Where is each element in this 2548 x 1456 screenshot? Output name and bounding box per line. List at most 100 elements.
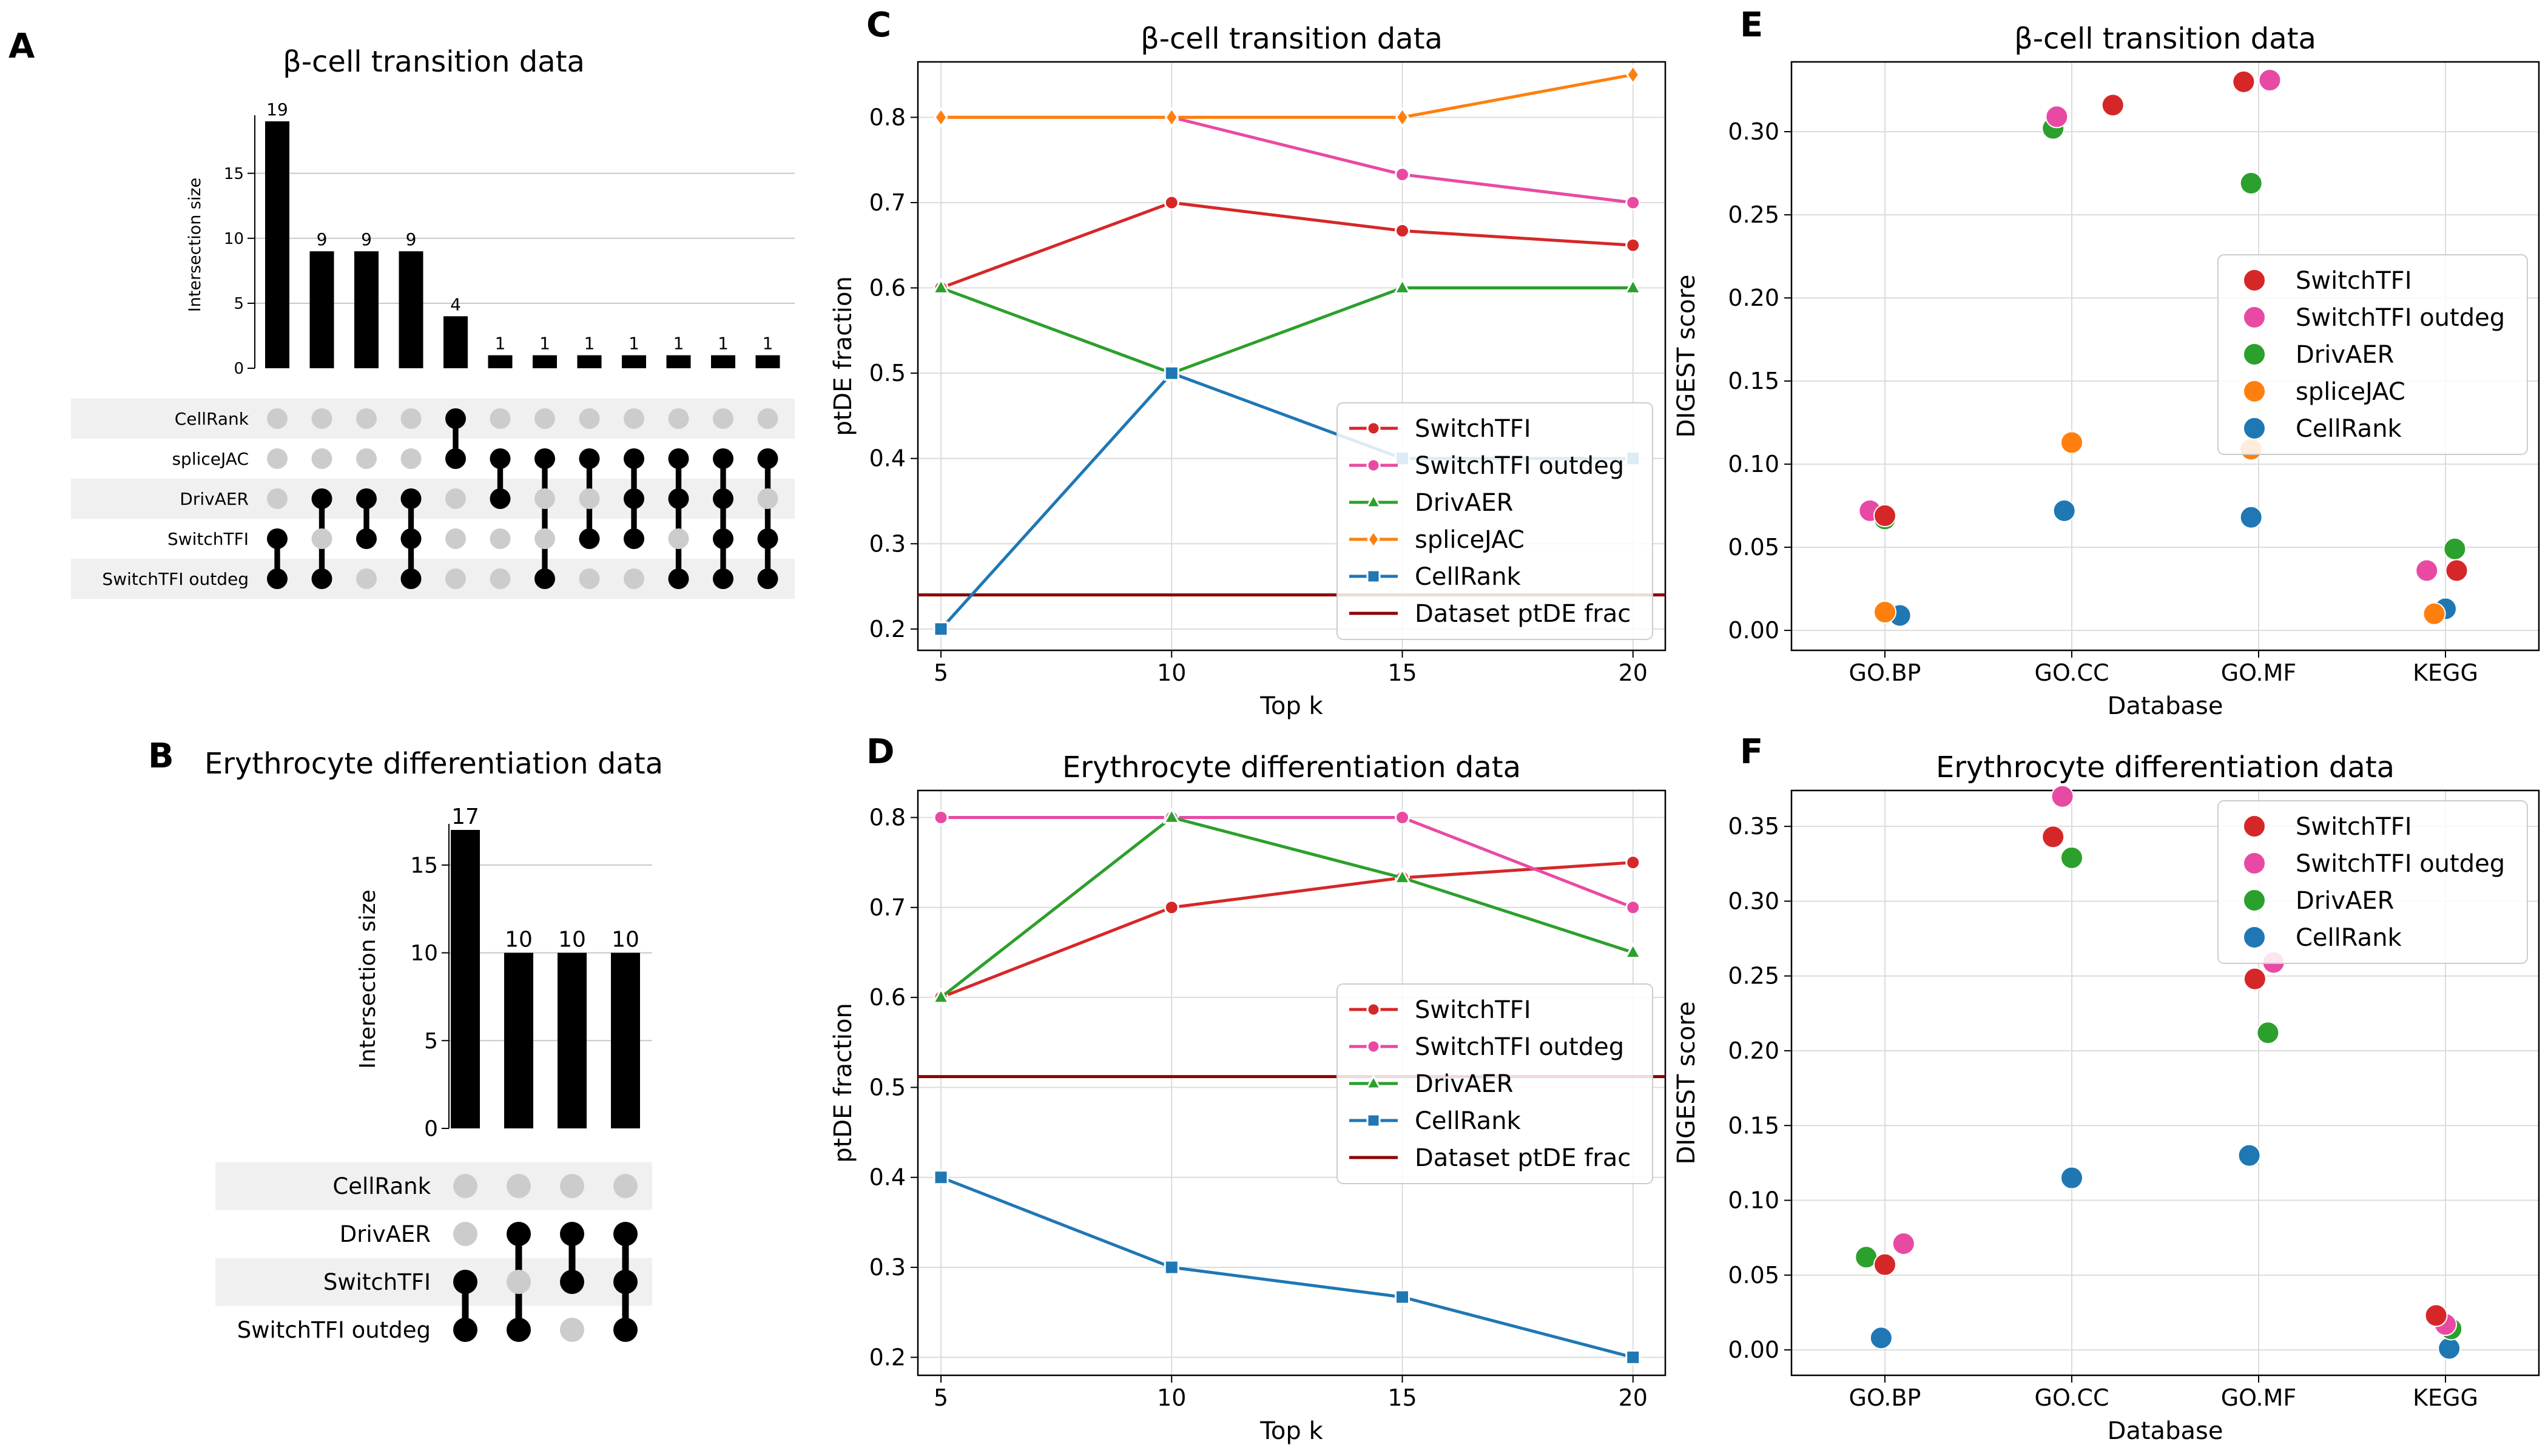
panel-d-point-cellrank xyxy=(933,1170,949,1185)
panel-e-y-tick-label: 0.05 xyxy=(1728,534,1779,561)
panel-d-legend-marker-switchtfi-outdeg xyxy=(1366,1039,1381,1054)
panel-c-legend-marker-cellrank xyxy=(1366,569,1381,584)
panel-a-set-label-switchtfi: SwitchTFI xyxy=(167,529,249,549)
panel-a-matrix-dot xyxy=(579,528,600,549)
panel-letter-a: A xyxy=(8,27,35,66)
panel-a-matrix-dot xyxy=(490,448,511,469)
panel-c-series-line-drivaer xyxy=(940,286,1633,375)
panel-e-legend-label-switchtfi-outdeg: SwitchTFI outdeg xyxy=(2296,304,2505,332)
panel-c-point-drivaer xyxy=(1624,278,1642,294)
panel-e-point-drivaer xyxy=(2239,172,2263,195)
panel-a-matrix-dot xyxy=(668,448,689,469)
panel-c-y-tick-label: 0.2 xyxy=(869,616,906,642)
panel-c-point-splicejac xyxy=(1164,107,1179,128)
panel-a-matrix-dot xyxy=(534,488,555,509)
panel-d-legend-marker-cellrank xyxy=(1366,1113,1381,1128)
panel-b-bar xyxy=(451,830,480,1128)
panel-a-y-tick-label: 15 xyxy=(224,165,244,183)
panel-a-matrix-dot xyxy=(579,408,600,429)
panel-a-y-tick-label: 10 xyxy=(224,230,244,248)
panel-a-matrix-dot xyxy=(668,528,689,549)
panel-f-scatter-chart: Erythrocyte differentiation data GO.BP GO.… xyxy=(1673,750,2540,1445)
panel-a-matrix-dot xyxy=(267,488,288,509)
panel-d-title: Erythrocyte differentiation data xyxy=(1062,750,1521,784)
panel-e-point-cellrank xyxy=(2052,499,2076,522)
panel-a-matrix-dot xyxy=(267,408,288,429)
panel-e-legend-marker-switchtfi xyxy=(2243,269,2266,292)
panel-a-matrix-dot xyxy=(757,528,778,549)
panel-a-matrix-dot xyxy=(267,568,288,589)
panel-c-series-line-splicejac xyxy=(941,73,1634,119)
panel-d-y-tick-label: 0.2 xyxy=(869,1344,906,1370)
panel-a-title: β-cell transition data xyxy=(283,45,585,79)
panel-f-point-switchtfi xyxy=(2243,967,2267,991)
panel-a-matrix-dot xyxy=(668,488,689,509)
panel-a-y-axis-label: Intersection size xyxy=(186,178,204,312)
panel-c-legend-label-splicejac: spliceJAC xyxy=(1415,526,1525,554)
panel-c-x-tick-label: 20 xyxy=(1619,659,1648,686)
panel-f-x-tick-label: KEGG xyxy=(2413,1384,2478,1411)
panel-d-x-tick-label: 5 xyxy=(934,1384,948,1411)
panel-b-title: Erythrocyte differentiation data xyxy=(204,747,663,781)
panel-e-plot-frame xyxy=(1790,61,2540,652)
panel-a-matrix-dot xyxy=(311,528,332,549)
panel-f-point-cellrank xyxy=(2438,1336,2461,1360)
panel-f-title: Erythrocyte differentiation data xyxy=(1936,750,2395,784)
panel-d-legend-label-cellrank: CellRank xyxy=(1415,1107,1522,1135)
panel-c-legend-marker-switchtfi-outdeg xyxy=(1366,458,1381,473)
panel-a-bar xyxy=(533,355,557,368)
panel-a-set-label-drivaer: DrivAER xyxy=(180,489,249,509)
panel-a-matrix-dot xyxy=(311,488,332,509)
panel-b-matrix-dot xyxy=(507,1222,531,1246)
panel-a-bar xyxy=(443,316,468,368)
panel-a-bar xyxy=(711,355,735,368)
panel-d-series-line-drivaer xyxy=(940,815,1634,999)
panel-b-matrix-dot xyxy=(613,1270,638,1294)
panel-c-y-tick-label: 0.3 xyxy=(869,530,906,557)
panel-a-upset-chart: β-cell transition data 0 5 10 15 Intersection… xyxy=(71,45,795,599)
panel-b-matrix-dot xyxy=(613,1318,638,1342)
panel-c-y-axis-label: ptDE fraction xyxy=(829,276,857,436)
panel-e-x-axis-label: Database xyxy=(2108,692,2223,720)
panel-f-legend-marker-switchtfi-outdeg xyxy=(2243,852,2266,875)
panel-c-y-tick-label: 0.6 xyxy=(869,275,906,302)
panel-e-x-tick-label: GO.CC xyxy=(2035,659,2109,686)
panel-c-legend-marker-drivaer xyxy=(1365,493,1382,508)
panel-b-matrix-dot xyxy=(453,1222,477,1246)
panel-e-title: β-cell transition data xyxy=(2014,22,2316,56)
panel-a-matrix-dot xyxy=(490,408,511,429)
panel-a-matrix-dot xyxy=(534,568,555,589)
panel-letter-f: F xyxy=(1740,732,1763,772)
panel-a-bar xyxy=(577,355,602,368)
panel-f-plot-frame xyxy=(1790,789,2540,1377)
panel-b-bar-value-label: 17 xyxy=(451,804,479,829)
panel-d-plot-frame xyxy=(917,789,1667,1377)
panel-a-set-label-cellrank: CellRank xyxy=(175,409,249,429)
panel-e-x-tick-label: GO.MF xyxy=(2221,659,2297,686)
panel-f-y-tick-label: 0.25 xyxy=(1728,963,1779,989)
panel-d-y-tick-label: 0.3 xyxy=(869,1254,906,1281)
panel-c-point-switchtfi xyxy=(1164,195,1179,211)
panel-c-title: β-cell transition data xyxy=(1141,22,1443,56)
panel-f-legend-label-switchtfi: SwitchTFI xyxy=(2296,813,2412,841)
panel-d-x-tick-label: 20 xyxy=(1619,1384,1648,1411)
panel-f-y-tick-label: 0.35 xyxy=(1728,813,1779,840)
panel-e-point-cellrank xyxy=(2239,505,2263,529)
panel-b-bar xyxy=(504,952,533,1128)
panel-f-y-tick-label: 0.30 xyxy=(1728,888,1779,914)
panel-f-y-tick-label: 0.00 xyxy=(1728,1336,1779,1363)
panel-e-y-tick-label: 0.20 xyxy=(1728,285,1779,311)
panel-d-point-drivaer xyxy=(932,987,950,1004)
panel-d-point-switchtfi xyxy=(1164,900,1179,915)
panel-e-legend-marker-switchtfi-outdeg xyxy=(2243,306,2266,329)
panel-e-legend-label-switchtfi: SwitchTFI xyxy=(2296,267,2412,295)
panel-c-series-line-switchtfi xyxy=(940,201,1633,289)
panel-a-matrix-dot xyxy=(400,488,422,509)
panel-d-line-chart: Erythrocyte differentiation data 5 10 15 20 0… xyxy=(829,750,1667,1445)
panel-f-x-tick-label: GO.MF xyxy=(2221,1384,2297,1411)
panel-a-matrix-dot xyxy=(267,528,288,549)
panel-e-point-splicejac xyxy=(2060,431,2083,454)
panel-a-matrix-dot xyxy=(757,408,778,429)
panel-f-point-drivaer xyxy=(2256,1021,2280,1045)
panel-f-legend-marker-switchtfi xyxy=(2243,815,2266,838)
